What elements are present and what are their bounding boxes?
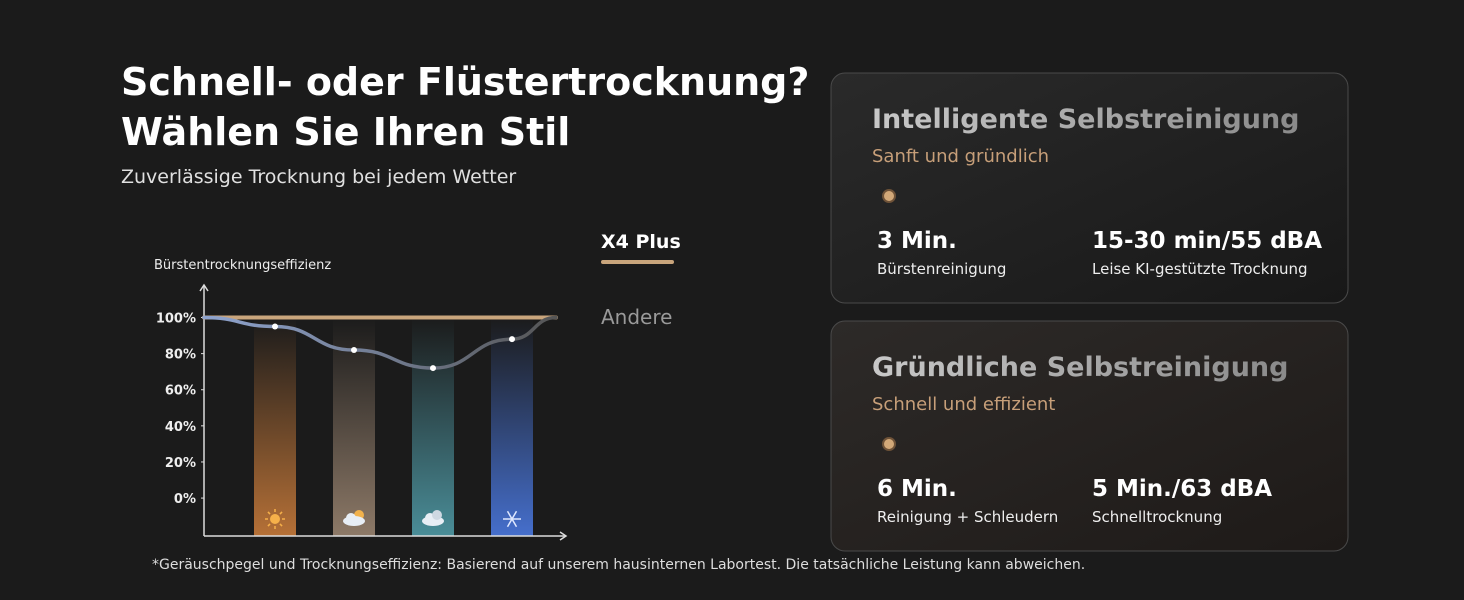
weather-column [254, 317, 296, 536]
card-title: Intelligente Selbstreinigung [872, 104, 1300, 135]
y-tick-label: 80% [165, 348, 196, 363]
card-title: Gründliche Selbstreinigung [872, 352, 1288, 383]
y-axis-label: Bürstentrocknungseffizienz [154, 258, 331, 273]
x-axis-arrow [559, 531, 568, 541]
subtitle: Zuverlässige Trocknung bei jedem Wetter [121, 166, 516, 188]
y-tick-label: 20% [165, 456, 196, 471]
weather-icon [422, 510, 444, 526]
y-tick-label: 40% [165, 420, 196, 435]
chart: 100% 80% 60% 40% 20% 0% X4 Plus Andere [156, 231, 681, 541]
title: Schnell- oder Flüstertrocknung? [121, 60, 809, 104]
stat-value: 6 Min. [877, 476, 957, 502]
card-dot [882, 437, 896, 451]
sun-ray [267, 511, 271, 515]
weather-column [491, 317, 533, 536]
stat-value: 5 Min./63 dBA [1092, 476, 1272, 502]
stat-label: Schnelltrocknung [1092, 508, 1222, 526]
stat-label: Reinigung + Schleudern [877, 508, 1058, 526]
weather-icon [265, 509, 285, 529]
stat-label: Leise KI-gestützte Trocknung [1092, 260, 1308, 278]
card [830, 72, 1349, 304]
card [830, 320, 1349, 552]
sun-ray [267, 523, 271, 527]
data-point [272, 323, 278, 330]
weather-column [333, 317, 375, 536]
card-dot [882, 189, 896, 203]
y-tick-label: 60% [165, 384, 196, 399]
cards: Intelligente Selbstreinigung Sanft und gr… [830, 72, 1349, 552]
footnote: *Geräuschpegel und Trocknungseffizienz: … [152, 557, 1085, 573]
sun [270, 514, 280, 524]
sun-ray [279, 523, 283, 527]
data-point [509, 336, 515, 343]
weather-column [412, 317, 454, 536]
data-point [430, 365, 436, 372]
stat-value: 15-30 min/55 dBA [1092, 228, 1322, 254]
sun-ray [279, 511, 283, 515]
card-subtitle: Schnell und effizient [872, 394, 1055, 415]
weather-icon [343, 510, 365, 526]
weather-icon [503, 510, 521, 528]
stat-label: Bürstenreinigung [877, 260, 1006, 278]
snow [506, 510, 518, 528]
cloud [432, 510, 442, 520]
legend-label: Andere [601, 305, 672, 329]
y-tick-label: 0% [174, 492, 196, 507]
stat-value: 3 Min. [877, 228, 957, 254]
cloud [346, 513, 356, 523]
y-axis-arrow [199, 283, 209, 292]
y-tick-label: 100% [156, 312, 196, 327]
data-point [351, 347, 357, 354]
card-subtitle: Sanft und gründlich [872, 146, 1049, 167]
title: Wählen Sie Ihren Stil [121, 110, 570, 154]
legend-label: X4 Plus [601, 231, 681, 253]
